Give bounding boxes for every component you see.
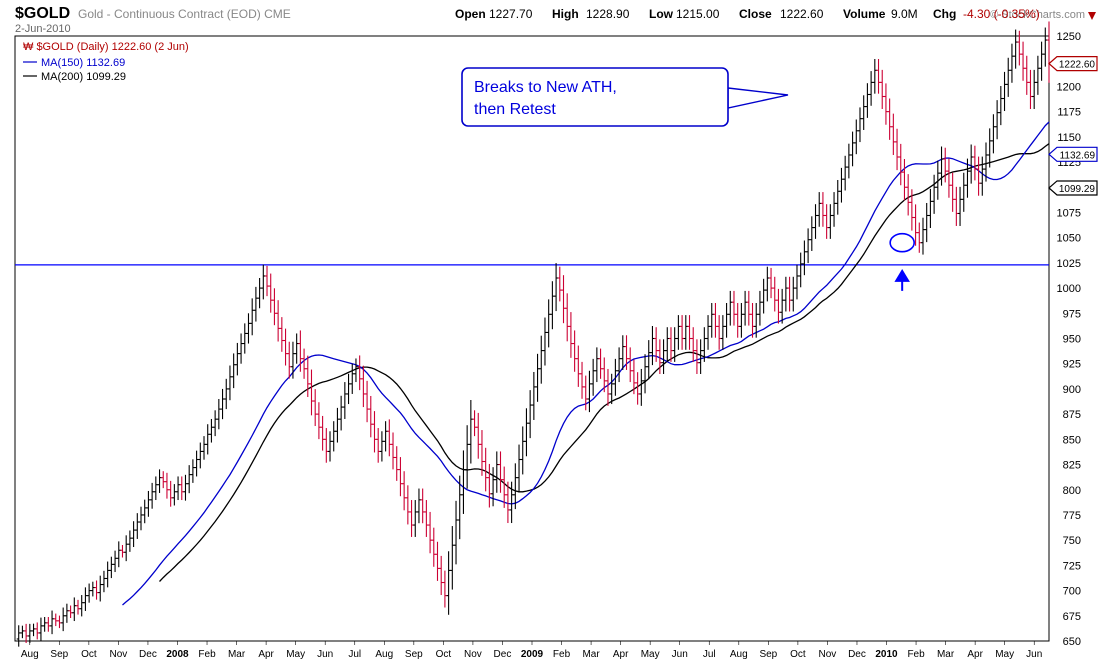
y-tick: 1250 (1057, 31, 1081, 43)
x-tick: Jun (672, 649, 688, 660)
x-tick: 2009 (521, 649, 544, 660)
y-tick: 975 (1063, 308, 1081, 320)
close: 1222.60 (780, 7, 824, 21)
legend-price: ₩ $GOLD (Daily) 1222.60 (2 Jun) (23, 41, 189, 53)
x-tick: Apr (613, 649, 629, 660)
x-tick: Oct (790, 649, 806, 660)
x-tick: Apr (967, 649, 983, 660)
x-tick: Nov (819, 649, 837, 660)
x-tick: May (641, 649, 660, 660)
open: 1227.70 (489, 7, 533, 21)
y-tick: 950 (1063, 334, 1081, 346)
x-tick: May (995, 649, 1014, 660)
x-tick: Jul (703, 649, 716, 660)
legend-ma150: MA(150) 1132.69 (41, 57, 125, 69)
vol: 9.0M (891, 7, 918, 21)
x-tick: Sep (405, 649, 423, 660)
chg-label: Chg (933, 7, 956, 21)
x-tick: Nov (110, 649, 128, 660)
y-tick: 1025 (1057, 258, 1081, 270)
x-tick: Sep (759, 649, 777, 660)
y-tick: 775 (1063, 510, 1081, 522)
price-flag-label: 1099.29 (1059, 184, 1096, 195)
y-tick: 1000 (1057, 283, 1081, 295)
x-tick: Apr (258, 649, 274, 660)
x-tick: Jun (317, 649, 333, 660)
low: 1215.00 (676, 7, 720, 21)
y-tick: 850 (1063, 434, 1081, 446)
y-tick: 1150 (1057, 132, 1081, 144)
x-tick: Sep (50, 649, 68, 660)
low_label: Low (649, 7, 674, 21)
annotation-text-1: Breaks to New ATH, (474, 79, 617, 96)
chg-value: -4.30 (-0.35%) (963, 7, 1040, 21)
symbol: $GOLD (15, 5, 70, 22)
x-tick: Jul (348, 649, 361, 660)
x-tick: Aug (375, 649, 393, 660)
price-flag-label: 1132.69 (1060, 150, 1096, 161)
y-tick: 900 (1063, 384, 1081, 396)
open_label: Open (455, 7, 486, 21)
x-tick: Dec (494, 649, 512, 660)
y-tick: 875 (1063, 409, 1081, 421)
annotation-text-2: then Retest (474, 101, 556, 118)
y-tick: 925 (1063, 359, 1081, 371)
x-tick: 2010 (875, 649, 898, 660)
x-tick: Jun (1026, 649, 1042, 660)
x-tick: Feb (198, 649, 216, 660)
menu-dropdown-icon[interactable] (1088, 12, 1096, 20)
chart-svg: $GOLD Gold - Continuous Contract (EOD) CM… (0, 0, 1100, 672)
x-tick: Mar (228, 649, 246, 660)
x-tick: Feb (553, 649, 571, 660)
y-tick: 1200 (1057, 81, 1081, 93)
y-tick: 1175 (1057, 107, 1081, 119)
y-tick: 725 (1063, 560, 1081, 572)
stockchart-container: { "header": { "symbol": "$GOLD", "descri… (0, 0, 1100, 672)
y-tick: 825 (1063, 460, 1081, 472)
x-tick: Nov (464, 649, 482, 660)
x-tick: Mar (937, 649, 955, 660)
high_label: High (552, 7, 579, 21)
y-tick: 800 (1063, 485, 1081, 497)
x-tick: Mar (582, 649, 600, 660)
y-tick: 750 (1063, 535, 1081, 547)
x-tick: Dec (139, 649, 157, 660)
x-tick: Feb (907, 649, 925, 660)
legend-ma200: MA(200) 1099.29 (41, 71, 126, 83)
price-flag-label: 1222.60 (1059, 60, 1096, 71)
x-tick: May (286, 649, 305, 660)
y-tick: 700 (1063, 586, 1081, 598)
y-tick: 1050 (1057, 233, 1081, 245)
close_label: Close (739, 7, 772, 21)
y-tick: 650 (1063, 636, 1081, 648)
chart-date: 2-Jun-2010 (15, 23, 71, 35)
x-tick: 2008 (166, 649, 189, 660)
x-tick: Aug (21, 649, 39, 660)
x-tick: Oct (81, 649, 97, 660)
y-tick: 675 (1063, 611, 1081, 623)
high: 1228.90 (586, 7, 630, 21)
symbol-desc: Gold - Continuous Contract (EOD) CME (78, 7, 291, 21)
x-tick: Aug (730, 649, 748, 660)
x-tick: Oct (436, 649, 452, 660)
x-tick: Dec (848, 649, 866, 660)
y-tick: 1075 (1057, 207, 1081, 219)
vol_label: Volume (843, 7, 886, 21)
